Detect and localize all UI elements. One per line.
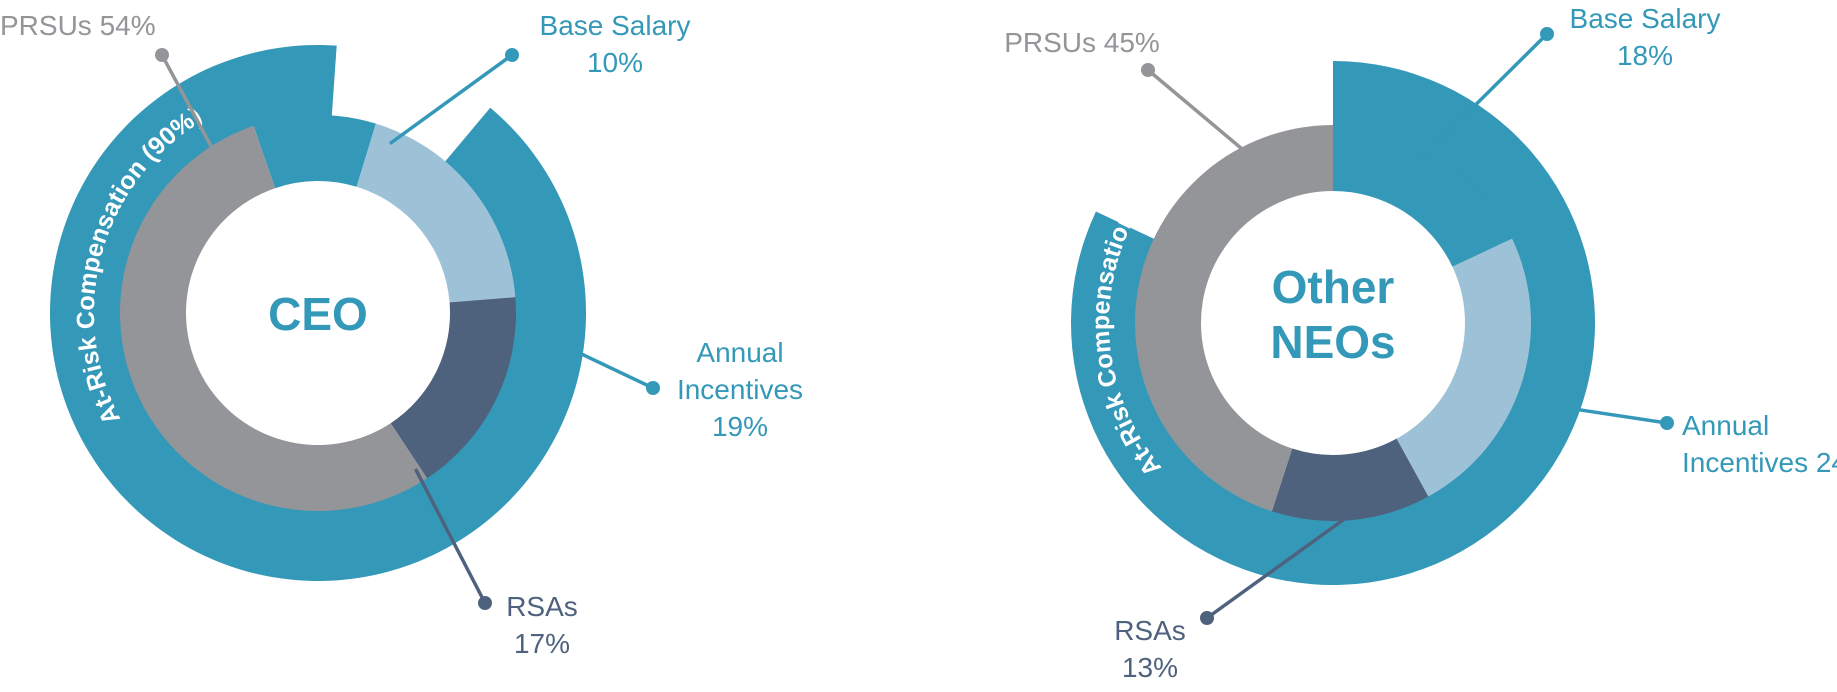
leader-line-rsas [413,468,487,604]
leader-line-annual-incentives [1565,406,1668,425]
slice-rsas [390,297,516,479]
slice-annual-incentives [356,123,516,303]
center-label: CEO [268,288,368,340]
slice-label-prsus: PRSUs 45% [1004,27,1160,58]
leader-dot-base-salary [505,48,519,62]
slice-annual-incentives [1396,238,1531,497]
leader-line-prsus [160,54,220,160]
donut-chart-other-neos: At-Risk Compensation (82%)OtherNEOsBase … [1004,3,1837,683]
leader-line-prsus [1146,68,1254,159]
leader-line-base-salary [1418,32,1549,162]
leader-dot-base-salary [1540,27,1554,41]
slice-rsas [1271,438,1429,521]
slice-label-prsus: PRSUs 54% [0,10,156,41]
leader-line-base-salary [388,53,514,146]
leader-dot-annual-incentives [646,381,660,395]
center-label: Other [1272,261,1395,313]
slice-prsus [1134,125,1333,512]
leader-dot-rsas [478,596,492,610]
leader-dot-prsus [155,48,169,62]
leader-dot-rsas [1200,611,1214,625]
slice-prsus [120,125,427,511]
leader-line-rsas [1205,502,1366,620]
slice-label-annual-incentives: Annual Incentives 19% [677,337,803,442]
slice-label-base-salary: Base Salary 18% [1570,3,1721,71]
slice-label-base-salary: Base Salary 10% [540,10,691,78]
leader-line-annual-incentives [568,346,654,390]
slice-base-salary [1333,125,1513,267]
slice-label-rsas: RSAs 17% [506,591,578,659]
center-label: NEOs [1270,316,1395,368]
slice-base-salary [253,114,376,189]
leader-dot-annual-incentives [1660,416,1674,430]
leader-dot-prsus [1141,63,1155,77]
slice-label-rsas: RSAs 13% [1114,615,1186,683]
